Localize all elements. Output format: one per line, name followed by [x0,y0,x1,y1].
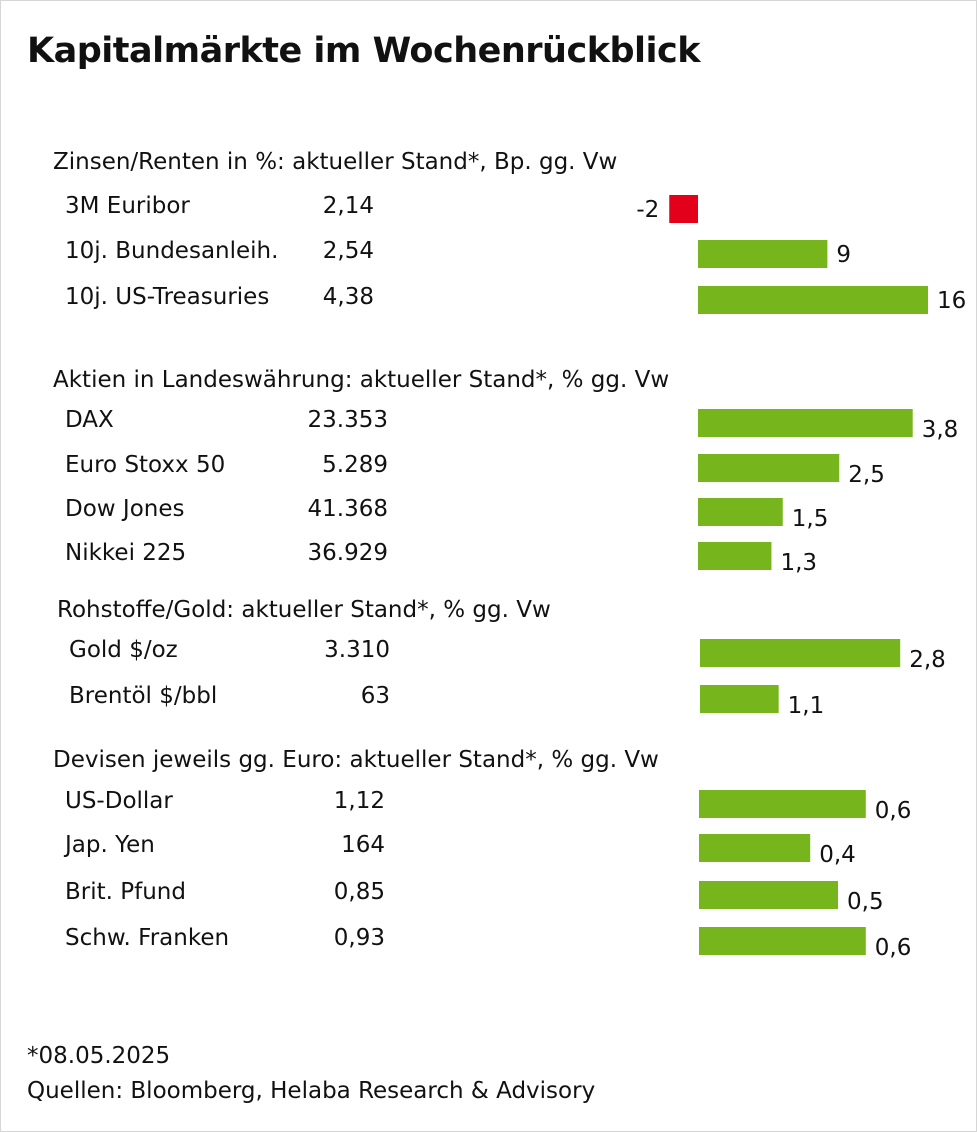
bar-value-label: -2 [636,197,659,223]
row-value: 5.289 [322,452,388,478]
bar-value-label: 0,6 [875,798,912,824]
row-value: 2,14 [322,193,374,219]
bar-value-label: 3,8 [922,417,959,443]
bar [698,498,783,526]
bar [699,834,811,862]
bar-value-label: 1,5 [792,506,829,532]
bar [698,286,928,314]
page-title: Kapitalmärkte im Wochenrückblick [27,31,701,71]
bar-value-label: 1,1 [788,693,825,719]
bar-value-label: 0,4 [819,842,856,868]
section-title: Rohstoffe/Gold: aktueller Stand*, % gg. … [57,597,551,623]
bar [669,195,698,223]
row-label: Gold $/oz [69,637,178,663]
bar-value-label: 16 [937,288,966,314]
row-label: 10j. US-Treasuries [65,284,270,310]
section-title: Devisen jeweils gg. Euro: aktueller Stan… [53,747,659,773]
row-label: DAX [65,407,114,433]
bar [700,685,779,713]
row-label: Schw. Franken [65,925,230,951]
row-label: US-Dollar [65,788,173,814]
bar-value-label: 9 [836,242,851,268]
row-label: Dow Jones [65,496,185,522]
bar-value-label: 2,8 [909,647,946,673]
row-value: 2,54 [322,238,374,264]
row-label: Jap. Yen [65,832,155,858]
bar-value-label: 0,6 [875,935,912,961]
bar [698,454,840,482]
row-value: 4,38 [322,284,374,310]
row-value: 0,93 [333,925,385,951]
bar-value-label: 2,5 [848,462,885,488]
bar-value-label: 1,3 [780,550,817,576]
row-value: 3.310 [324,637,390,663]
row-label: Brit. Pfund [65,879,186,905]
sources-note: Quellen: Bloomberg, Helaba Research & Ad… [27,1078,596,1104]
row-value: 36.929 [307,540,388,566]
footnote: *08.05.2025 [27,1043,171,1069]
bar [700,639,901,667]
row-label: 3M Euribor [65,193,190,219]
row-value: 0,85 [333,879,385,905]
section-title: Zinsen/Renten in %: aktueller Stand*, Bp… [53,149,618,175]
bar [699,790,866,818]
row-label: Nikkei 225 [65,540,187,566]
bar [698,409,913,437]
row-value: 63 [360,683,390,709]
bar [698,240,828,268]
row-value: 1,12 [333,788,385,814]
section-title: Aktien in Landeswährung: aktueller Stand… [53,367,670,393]
row-value: 41.368 [307,496,388,522]
row-label: 10j. Bundesanleih. [65,238,279,264]
row-value: 164 [341,832,385,858]
bar [698,542,772,570]
bar [699,881,838,909]
row-label: Euro Stoxx 50 [65,452,226,478]
row-value: 23.353 [307,407,388,433]
row-label: Brentöl $/bbl [69,683,218,709]
bar-value-label: 0,5 [847,889,884,915]
bar [699,927,866,955]
